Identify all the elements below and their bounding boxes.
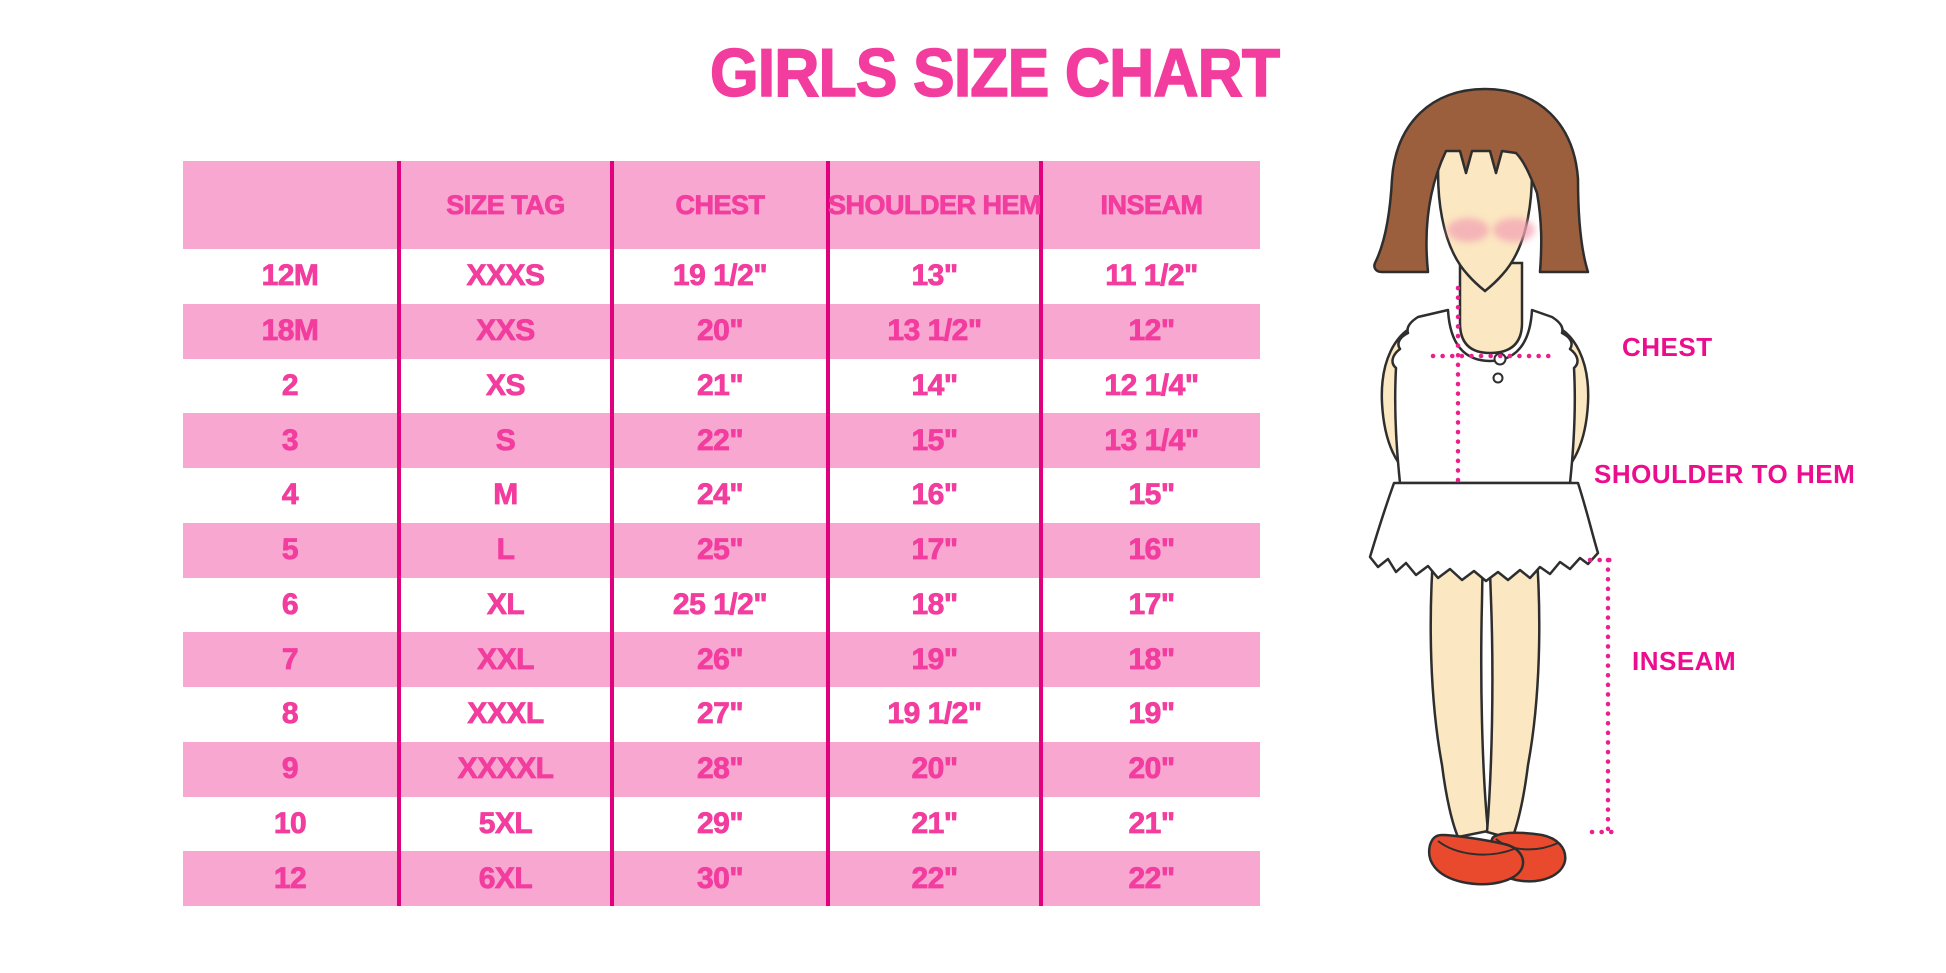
table-cell: 13 1/4" — [1104, 423, 1199, 457]
girl-figure-illustration — [1368, 87, 1621, 886]
table-row: 2 XS 21" 14" 12 1/4" — [183, 358, 1260, 414]
table-cell: 15" — [1128, 478, 1175, 512]
button-icon — [1492, 372, 1504, 384]
table-cell: 18" — [830, 577, 1043, 633]
table-cell: 25" — [614, 522, 830, 578]
table-cell: 19 1/2" — [830, 687, 1043, 742]
table-cell: 21" — [614, 358, 830, 414]
table-cell: S — [401, 413, 614, 468]
table-cell: 16" — [830, 468, 1043, 523]
table-cell: 14" — [830, 358, 1043, 414]
girl-left-shoe — [1427, 833, 1525, 886]
table-cell: XXXL — [401, 687, 614, 742]
table-cell: 3 — [183, 413, 401, 468]
table-cell: 2 — [183, 358, 401, 414]
inseam-label: INSEAM — [1632, 646, 1737, 676]
table-cell: 6XL — [401, 851, 614, 906]
table-cell: 27" — [614, 687, 830, 742]
table-cell: 15" — [830, 413, 1043, 468]
table-cell: XS — [401, 358, 614, 414]
girl-top-bodice — [1391, 308, 1579, 485]
table-row: 5 L 25" 17" 16" — [183, 522, 1260, 578]
table-cell: 10 — [183, 796, 401, 852]
table-cell: 4 — [183, 468, 401, 523]
table-cell: 7 — [183, 632, 401, 687]
table-cell: 20" — [614, 303, 830, 359]
shoulder-to-hem-label: SHOULDER TO HEM — [1594, 459, 1856, 489]
table-header-row: SIZE TAG CHEST SHOULDER HEM INSEAM — [183, 161, 1260, 249]
chest-label: CHEST — [1622, 332, 1713, 362]
table-cell: XXXXL — [401, 741, 614, 797]
table-cell: 19" — [830, 632, 1043, 687]
table-cell: 12 1/4" — [1104, 368, 1199, 402]
table-cell: 5 — [183, 522, 401, 578]
girls-size-table: SIZE TAG CHEST SHOULDER HEM INSEAM 12M XX… — [183, 161, 1260, 906]
table-cell: 29" — [614, 796, 830, 852]
table-cell: XXS — [401, 303, 614, 359]
table-cell: 9 — [183, 741, 401, 797]
table-cell: 21" — [830, 796, 1043, 852]
table-cell: 22" — [614, 413, 830, 468]
table-cell: 20" — [830, 741, 1043, 797]
girl-hair — [1373, 87, 1590, 274]
table-cell: 8 — [183, 687, 401, 742]
column-header-size — [183, 161, 401, 249]
table-row: 10 5XL 29" 21" 21" — [183, 796, 1260, 852]
table-cell: 19 1/2" — [614, 249, 830, 304]
table-row: 3 S 22" 15" 13 1/4" — [183, 413, 1260, 468]
girl-right-leg — [1485, 541, 1541, 841]
table-cell: 18" — [1128, 642, 1175, 676]
table-row: 18M XXS 20" 13 1/2" 12" — [183, 303, 1260, 359]
table-cell: 30" — [614, 851, 830, 906]
table-cell: 22" — [830, 851, 1043, 906]
table-cell: 18M — [183, 303, 401, 359]
table-cell: M — [401, 468, 614, 523]
button-icon — [1493, 352, 1507, 366]
page-title: GIRLS SIZE CHART — [709, 35, 1280, 111]
table-cell: 12" — [1128, 314, 1175, 348]
table-row: 7 XXL 26" 19" 18" — [183, 632, 1260, 687]
table-cell: 17" — [1128, 587, 1175, 621]
girl-left-leg — [1429, 541, 1490, 839]
blush-left — [1447, 218, 1489, 242]
table-cell: XXXS — [401, 249, 614, 304]
table-cell: 28" — [614, 741, 830, 797]
column-header-inseam: INSEAM — [1100, 189, 1203, 220]
column-header-shoulder-hem: SHOULDER HEM — [828, 161, 1043, 249]
table-row: 9 XXXXL 28" 20" 20" — [183, 741, 1260, 797]
table-cell: 13 1/2" — [830, 303, 1043, 359]
table-cell: 5XL — [401, 796, 614, 852]
table-row: 8 XXXL 27" 19 1/2" 19" — [183, 687, 1260, 742]
table-cell: L — [401, 522, 614, 578]
girl-ruffle-skirt — [1368, 481, 1600, 583]
table-cell: 11 1/2" — [1105, 259, 1199, 293]
table-cell: 26" — [614, 632, 830, 687]
table-cell: 20" — [1128, 752, 1175, 786]
table-row: 12M XXXS 19 1/2" 13" 11 1/2" — [183, 249, 1260, 304]
table-cell: 24" — [614, 468, 830, 523]
table-cell: 16" — [1128, 533, 1175, 567]
table-row: 4 M 24" 16" 15" — [183, 468, 1260, 523]
blush-right — [1493, 218, 1535, 242]
table-cell: 12 — [183, 851, 401, 906]
table-row: 12 6XL 30" 22" 22" — [183, 851, 1260, 906]
girl-neck — [1458, 261, 1524, 355]
table-cell: XXL — [401, 632, 614, 687]
column-header-size-tag: SIZE TAG — [401, 161, 614, 249]
table-cell: 25 1/2" — [614, 577, 830, 633]
girl-left-shoe-strap — [1437, 840, 1515, 856]
column-header-chest: CHEST — [614, 161, 830, 249]
table-cell: 22" — [1128, 861, 1175, 895]
table-cell: 19" — [1128, 697, 1175, 731]
table-cell: 21" — [1128, 806, 1175, 840]
table-row: 6 XL 25 1/2" 18" 17" — [183, 577, 1260, 633]
table-cell: 6 — [183, 577, 401, 633]
table-cell: 17" — [830, 522, 1043, 578]
table-cell: 13" — [830, 249, 1043, 304]
table-cell: 12M — [183, 249, 401, 304]
table-cell: XL — [401, 577, 614, 633]
